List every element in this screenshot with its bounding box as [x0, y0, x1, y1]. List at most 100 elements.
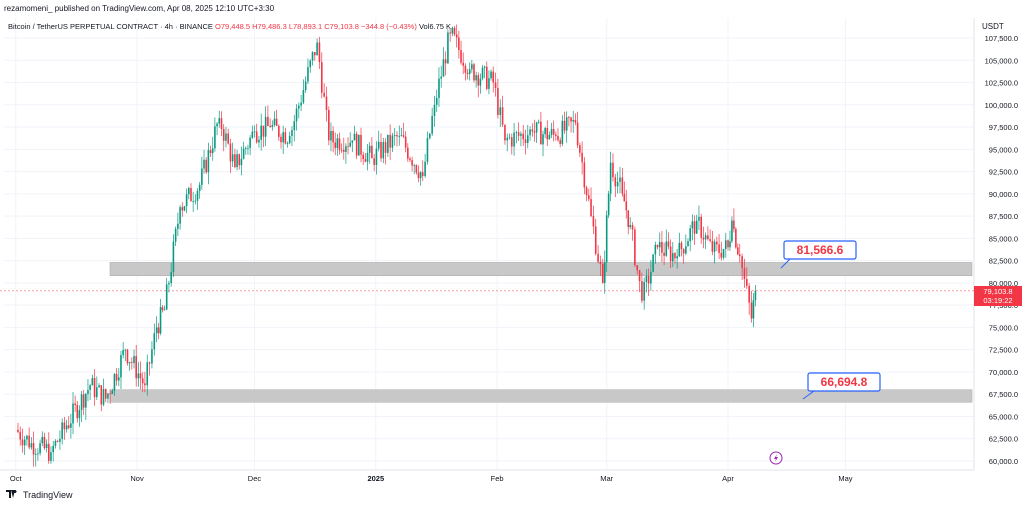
candle-body [676, 256, 678, 259]
zone-callouts: 81,566.6 66,694.8 [780, 240, 881, 400]
candle-body [421, 172, 424, 177]
candle-body [168, 282, 170, 285]
callout-pointer [780, 258, 791, 269]
candle-body [729, 241, 731, 248]
candle-body [126, 349, 129, 364]
symbol-legend[interactable]: Bitcoin / TetherUS PERPETUAL CONTRACT · … [8, 22, 451, 31]
price-axis[interactable]: 60,000.0 62,500.0 65,000.0 67,500.0 70,000.0… [985, 34, 1018, 466]
candle-body [183, 206, 186, 211]
candle-body [148, 362, 151, 364]
candle-body [273, 118, 276, 126]
candle-body [163, 309, 166, 311]
candle-body [93, 378, 96, 398]
candle-body [61, 422, 63, 439]
candle-body [298, 105, 300, 109]
candle-body [141, 378, 144, 384]
candle-body [574, 119, 577, 123]
candle-body [579, 145, 581, 153]
price-tick-label: 72,500.0 [989, 346, 1018, 355]
candle-body [563, 120, 566, 131]
candle-body [524, 139, 527, 144]
candle-body [188, 188, 190, 195]
candle-body [65, 425, 68, 430]
candle-body [455, 34, 458, 38]
candle-body [402, 135, 405, 137]
candle-body [74, 403, 76, 406]
time-axis[interactable]: Oct Nov Dec 2025 Feb Mar Apr May [10, 474, 853, 483]
price-tick-label: 97,500.0 [989, 123, 1018, 132]
candle-body [211, 148, 214, 154]
candle-body [39, 443, 41, 454]
price-tick-label: 70,000.0 [989, 368, 1018, 377]
candle-body [307, 67, 309, 82]
candle-body [144, 383, 146, 386]
candle-body [214, 126, 216, 149]
candle-body [601, 264, 604, 283]
candle-body [275, 118, 278, 126]
candle-body [544, 128, 546, 135]
candle-body [716, 241, 718, 245]
zone-label: 81,566.6 [797, 243, 844, 257]
candle-body [216, 123, 218, 127]
candle-body [360, 134, 362, 155]
candle-body [231, 154, 234, 162]
bar-countdown: 03:19:22 [983, 296, 1013, 305]
currency-label[interactable]: USDT [982, 22, 1004, 31]
lightning-icon[interactable] [769, 451, 783, 465]
candle-body [652, 254, 654, 272]
candle-body [271, 125, 274, 128]
candle-body [52, 445, 54, 453]
candle-body [629, 225, 631, 228]
candle-body [362, 154, 364, 160]
support-resistance-zones [109, 262, 973, 403]
candle-body [34, 453, 37, 455]
candle-body [548, 135, 551, 140]
candle-body [508, 137, 511, 139]
candle-body [636, 265, 639, 271]
time-tick-label: Feb [491, 474, 504, 483]
price-tick-label: 102,500.0 [985, 79, 1018, 88]
candle-body [267, 116, 269, 127]
current-price: 79,103.8 [983, 287, 1013, 296]
candle-body [201, 168, 203, 185]
candle-body [619, 177, 621, 182]
candle-body [244, 148, 247, 149]
candle-body [497, 88, 499, 115]
candle-body [609, 162, 612, 194]
tradingview-logo[interactable]: TradingView [6, 490, 73, 500]
candle-body [203, 159, 205, 169]
candle-body [451, 27, 454, 34]
candle-body [647, 275, 650, 284]
candle-body [153, 333, 156, 350]
candle-body [342, 149, 345, 152]
candle-body [707, 235, 709, 240]
candle-body [713, 241, 716, 252]
candle-body [531, 129, 534, 132]
candle-body [45, 443, 48, 449]
candle-body [735, 228, 737, 248]
candle-body [413, 165, 416, 166]
price-tick-label: 80,000.0 [989, 279, 1018, 288]
time-tick-label: Oct [10, 474, 23, 483]
candle-body [603, 262, 606, 283]
candle-body [304, 81, 307, 91]
candle-body [689, 228, 691, 242]
candle-body [80, 394, 83, 411]
candle-body [466, 72, 469, 75]
time-tick-label: Nov [130, 474, 144, 483]
candle-body [424, 161, 426, 177]
time-tick-label: Dec [248, 474, 262, 483]
candle-body [159, 307, 162, 334]
candle-body [750, 302, 753, 319]
candle-body [220, 118, 223, 129]
candle-body [616, 181, 619, 187]
candle-body [678, 242, 681, 257]
candle-body [404, 136, 407, 148]
candle-body [137, 373, 140, 379]
candle-body [588, 195, 590, 200]
candle-body [23, 439, 26, 446]
candle-body [704, 235, 707, 240]
candle-body [667, 241, 670, 247]
candle-body [179, 207, 181, 224]
